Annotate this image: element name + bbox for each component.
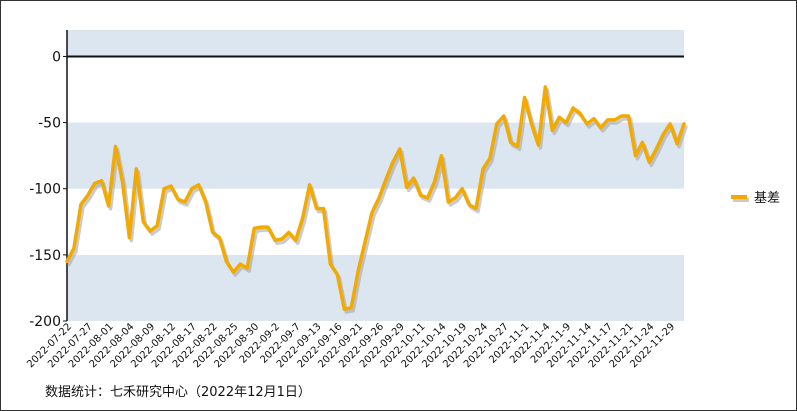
y-tick-label: -200 (29, 314, 61, 330)
y-tick-label: 0 (52, 49, 61, 65)
series-line-basis (65, 85, 686, 311)
y-tick-label: -150 (29, 248, 61, 264)
legend-label: 基差 (754, 191, 780, 206)
data-source-note: 数据统计：七禾研究中心（2022年12月1日） (45, 385, 311, 400)
y-tick-label: -50 (38, 116, 61, 132)
background-band-1 (67, 122, 684, 189)
background-band-2 (67, 254, 684, 321)
background-band-0 (67, 30, 684, 57)
y-tick-label: -100 (29, 182, 61, 198)
